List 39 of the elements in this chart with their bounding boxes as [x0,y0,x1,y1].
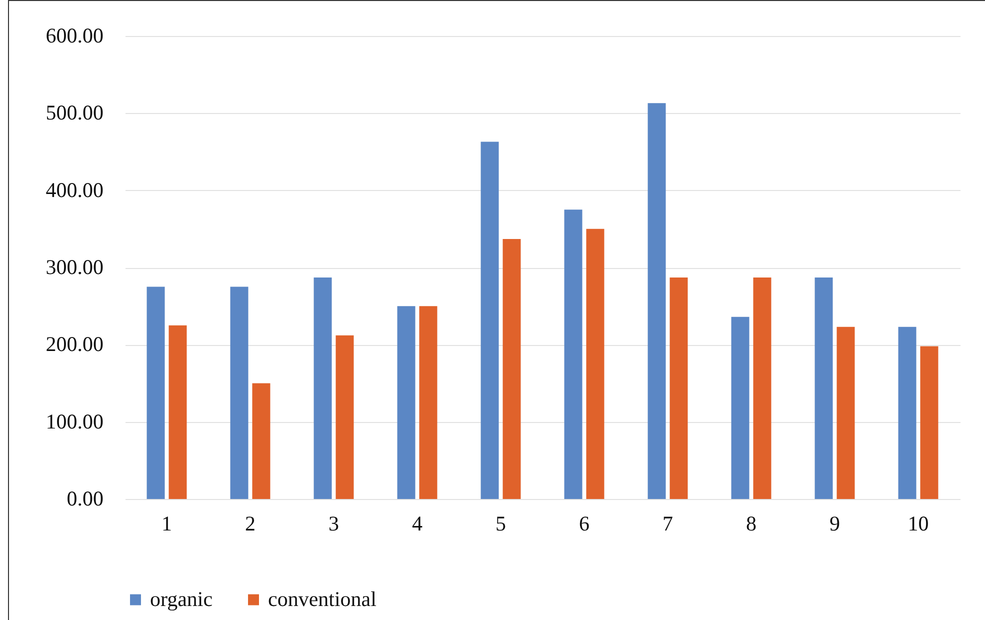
bar [814,278,833,499]
bar [480,142,499,499]
x-tick-label: 6 [579,512,590,536]
y-tick-label: 200.00 [46,332,104,356]
bar [314,278,332,499]
bar [502,238,521,499]
x-tick-label: 2 [245,512,256,536]
bar [670,278,688,499]
x-tick-label: 8 [746,512,756,536]
y-tick-label: 600.00 [46,24,104,48]
bar [731,316,750,499]
bar [648,103,666,499]
x-tick-label: 10 [908,512,929,536]
y-tick-label: 400.00 [46,178,104,202]
x-tick-label: 7 [662,512,673,536]
bar [564,210,582,499]
bar [230,286,248,499]
x-tick-label: 3 [328,512,339,536]
bar [419,306,438,499]
legend-label: conventional [268,586,377,611]
x-tick-label: 5 [496,512,506,536]
bar [586,228,604,499]
y-tick-label: 0.00 [66,486,104,510]
bar [753,278,772,499]
bar [836,326,855,499]
x-tick-label: 9 [830,512,840,536]
x-tick-label: 1 [162,512,172,536]
x-tick-label: 4 [412,512,423,536]
bar [397,306,416,499]
bar [898,326,916,499]
y-tick-label: 500.00 [46,100,104,125]
y-tick-label: 100.00 [46,409,104,434]
bar [146,286,165,499]
bar [252,383,270,499]
y-tick-label: 300.00 [46,255,104,279]
legend-label: organic [150,586,213,611]
bar [920,346,938,499]
bar [336,335,354,499]
bar [168,325,187,499]
